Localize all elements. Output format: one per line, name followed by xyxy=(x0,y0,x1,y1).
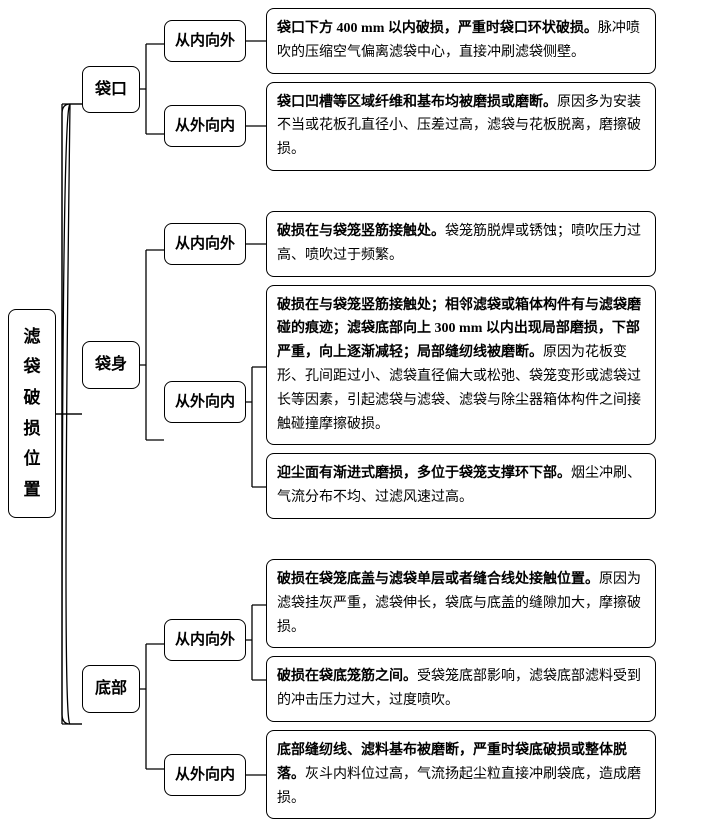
s2-c0-leaves: 破损在袋笼底盖与滤袋单层或者缝合线处接触位置。原因为滤袋挂灰严重，滤袋伸长，袋底… xyxy=(266,559,656,722)
section-0-label: 袋口 xyxy=(95,81,127,98)
s2-c0-leaf0: 破损在袋笼底盖与滤袋单层或者缝合线处接触位置。原因为滤袋挂灰严重，滤袋伸长，袋底… xyxy=(266,559,656,648)
s1-c1-label: 从外向内 xyxy=(175,394,235,410)
leaf-bold: 袋口凹槽等区域纤维和基布均被磨损或磨断。 xyxy=(277,95,557,110)
tree-root-container: 滤袋破损位置 袋口 从内向外 袋口下方 400 mm 以内破损，严重时袋 xyxy=(8,8,694,819)
root-node: 滤袋破损位置 xyxy=(8,309,56,519)
s1-c1: 从外向内 破损在与袋笼竖筋接触处；相邻滤袋或箱体构件有与滤袋磨碰的痕迹；滤袋底部… xyxy=(164,285,656,519)
connector-root xyxy=(56,24,82,804)
s0-c1-node: 从外向内 xyxy=(164,105,246,147)
leaf-bold: 破损在与袋笼竖筋接触处。 xyxy=(277,224,445,239)
s1-c0: 从内向外 破损在与袋笼竖筋接触处。袋笼筋脱焊或锈蚀；喷吹压力过高、喷吹过于频繁。 xyxy=(164,211,656,277)
s0-c0-label: 从内向外 xyxy=(175,33,235,49)
root-label: 滤袋破损位置 xyxy=(24,327,41,499)
leaf-bold: 破损在袋笼底盖与滤袋单层或者缝合线处接触位置。 xyxy=(277,572,599,587)
conn-s1-c0 xyxy=(246,234,266,254)
s1-c1-node: 从外向内 xyxy=(164,381,246,423)
s2-c1-label: 从外向内 xyxy=(175,767,235,783)
connector-s1 xyxy=(140,215,164,515)
section-0-children: 从内向外 袋口下方 400 mm 以内破损，严重时袋口环状破损。脉冲喷吹的压缩空… xyxy=(164,8,656,171)
connector-s0 xyxy=(140,9,164,169)
s1-c0-leaf0: 破损在与袋笼竖筋接触处。袋笼筋脱焊或锈蚀；喷吹压力过高、喷吹过于频繁。 xyxy=(266,211,656,277)
section-0: 袋口 从内向外 袋口下方 400 mm 以内破损，严重时袋口环状破损。脉冲喷吹的… xyxy=(82,8,656,171)
section-1-label: 袋身 xyxy=(95,356,127,373)
s1-c1-leaf1: 迎尘面有渐进式磨损，多位于袋笼支撑环下部。烟尘冲刷、气流分布不均、过滤风速过高。 xyxy=(266,453,656,519)
s0-c0: 从内向外 袋口下方 400 mm 以内破损，严重时袋口环状破损。脉冲喷吹的压缩空… xyxy=(164,8,656,74)
s2-c1-leaf0: 底部缝纫线、滤料基布被磨断，严重时袋底破损或整体脱落。灰斗内料位过高，气流扬起尘… xyxy=(266,730,656,819)
s2-c0: 从内向外 破损在袋笼底盖与滤袋单层或者缝合线处接触位置。原因为滤袋挂灰严重，滤袋… xyxy=(164,559,656,722)
leaf-bold: 迎尘面有渐进式磨损，多位于袋笼支撑环下部。 xyxy=(277,466,571,481)
s0-c1-label: 从外向内 xyxy=(175,118,235,134)
s2-c0-label: 从内向外 xyxy=(175,632,235,648)
s0-c1-leaf0: 袋口凹槽等区域纤维和基布均被磨损或磨断。原因多为安装不当或花板孔直径小、压差过高… xyxy=(266,82,656,171)
section-2-label: 底部 xyxy=(95,680,127,697)
conn-s2-c0 xyxy=(246,565,266,715)
section-1-node: 袋身 xyxy=(82,341,140,389)
section-2-children: 从内向外 破损在袋笼底盖与滤袋单层或者缝合线处接触位置。原因为滤袋挂灰严重，滤袋… xyxy=(164,559,656,819)
s1-c0-node: 从内向外 xyxy=(164,223,246,265)
s0-c1: 从外向内 袋口凹槽等区域纤维和基布均被磨损或磨断。原因多为安装不当或花板孔直径小… xyxy=(164,82,656,171)
section-1-children: 从内向外 破损在与袋笼竖筋接触处。袋笼筋脱焊或锈蚀；喷吹压力过高、喷吹过于频繁。… xyxy=(164,211,656,519)
gap-0 xyxy=(82,179,656,203)
s1-c1-leaf0: 破损在与袋笼竖筋接触处；相邻滤袋或箱体构件有与滤袋磨碰的痕迹；滤袋底部向上 30… xyxy=(266,285,656,446)
s0-c0-leaf0: 袋口下方 400 mm 以内破损，严重时袋口环状破损。脉冲喷吹的压缩空气偏离滤袋… xyxy=(266,8,656,74)
s0-c0-node: 从内向外 xyxy=(164,20,246,62)
leaf-bold: 袋口下方 400 mm 以内破损，严重时袋口环状破损。 xyxy=(277,21,598,36)
conn-s1-c1 xyxy=(246,287,266,517)
s1-c0-label: 从内向外 xyxy=(175,236,235,252)
s2-c0-leaf1: 破损在袋底笼筋之间。受袋笼底部影响，滤袋底部滤料受到的冲击压力过大，过度喷吹。 xyxy=(266,656,656,722)
section-0-node: 袋口 xyxy=(82,66,140,114)
s2-c0-node: 从内向外 xyxy=(164,619,246,661)
connector-s2 xyxy=(140,569,164,809)
section-1: 袋身 从内向外 破损在与袋笼竖筋接触处。袋笼筋脱焊或锈蚀；喷吹压力过高、喷吹过于… xyxy=(82,211,656,519)
s1-c1-leaves: 破损在与袋笼竖筋接触处；相邻滤袋或箱体构件有与滤袋磨碰的痕迹；滤袋底部向上 30… xyxy=(266,285,656,519)
gap-1 xyxy=(82,527,656,551)
conn-s0-c1 xyxy=(246,116,266,136)
conn-s2-c1 xyxy=(246,765,266,785)
leaf-bold: 破损在袋底笼筋之间。 xyxy=(277,669,417,684)
s2-c1-node: 从外向内 xyxy=(164,754,246,796)
section-2: 底部 从内向外 破损在袋笼底盖与滤袋单层或者缝合线处接触位置。原因为滤袋挂灰严重… xyxy=(82,559,656,819)
leaf-plain: 灰斗内料位过高，气流扬起尘粒直接冲刷袋底，造成磨损。 xyxy=(277,767,641,806)
level2-children: 袋口 从内向外 袋口下方 400 mm 以内破损，严重时袋口环状破损。脉冲喷吹的… xyxy=(82,8,656,819)
s2-c1: 从外向内 底部缝纫线、滤料基布被磨断，严重时袋底破损或整体脱落。灰斗内料位过高，… xyxy=(164,730,656,819)
section-2-node: 底部 xyxy=(82,665,140,713)
conn-s0-c0 xyxy=(246,31,266,51)
